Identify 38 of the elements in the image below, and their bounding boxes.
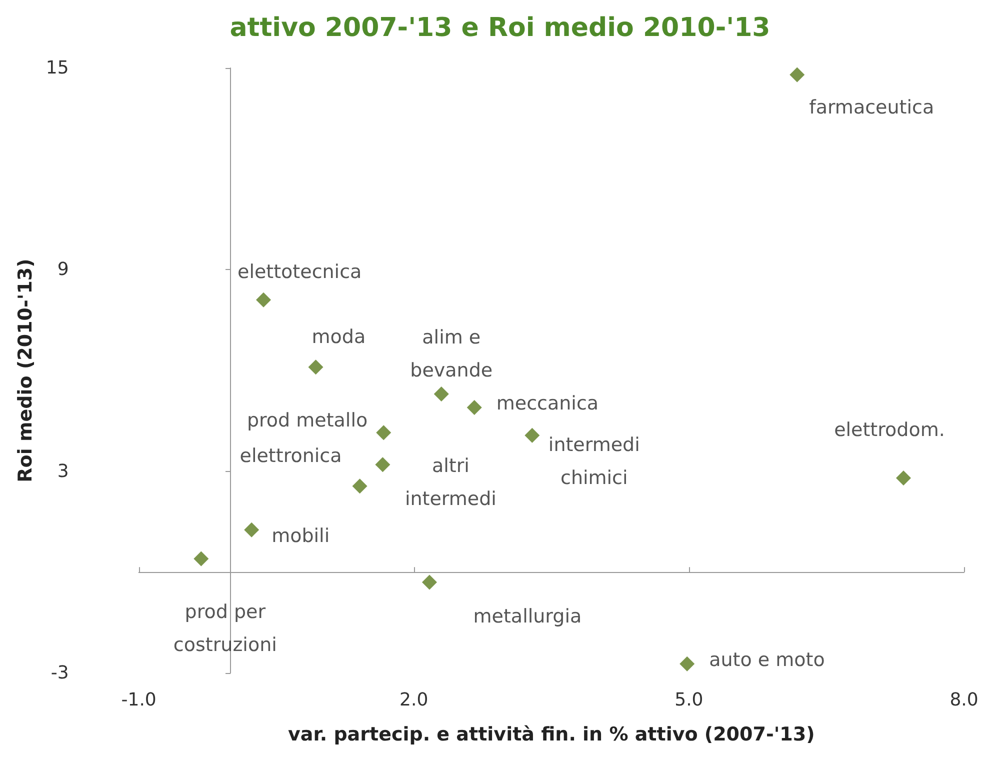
x-tick-label: 5.0 [674, 690, 704, 710]
point [375, 457, 390, 472]
annotation: elettronica [240, 445, 342, 468]
x-axis-title: var. partecip. e attività fin. in % attivo (2007-'13) [288, 724, 815, 746]
annotation: auto e moto [709, 648, 825, 671]
annotation: metallurgia [473, 605, 582, 628]
x-tick-label: 8.0 [950, 690, 978, 710]
annotation: farmaceutica [809, 96, 934, 119]
point [422, 574, 437, 590]
point [352, 478, 368, 494]
y-tick-label: 9 [57, 259, 69, 280]
y-axis-title: Roi medio (2010-'13) [14, 258, 36, 482]
annotation: meccanica [496, 392, 599, 414]
y-tick-label: 3 [57, 460, 69, 482]
y-tick-label: 15 [46, 58, 69, 78]
annotation: altri intermedi [404, 455, 496, 510]
annotation: elettotecnica [238, 260, 362, 283]
point [434, 386, 449, 402]
point [376, 425, 392, 440]
point [466, 400, 482, 415]
point [524, 428, 540, 443]
point [790, 67, 805, 82]
point [896, 470, 911, 486]
annotation: elettrodom. [834, 419, 945, 442]
chart-title: attivo 2007-'13 e Roi medio 2010-'13 [230, 13, 770, 43]
annotation: alim e bevande [410, 326, 493, 382]
annotation: intermedi chimici [548, 434, 640, 489]
y-tick-label: -3 [50, 662, 69, 684]
point [256, 292, 271, 308]
annotation: prod metallo [246, 410, 368, 432]
x-tick-label: 2.0 [400, 690, 428, 710]
point [680, 656, 695, 672]
point [244, 522, 260, 538]
x-tick-label: -1.0 [121, 690, 156, 710]
annotation: moda [312, 326, 366, 348]
annotation: mobili [272, 524, 330, 547]
point [194, 551, 209, 566]
point [308, 360, 324, 375]
